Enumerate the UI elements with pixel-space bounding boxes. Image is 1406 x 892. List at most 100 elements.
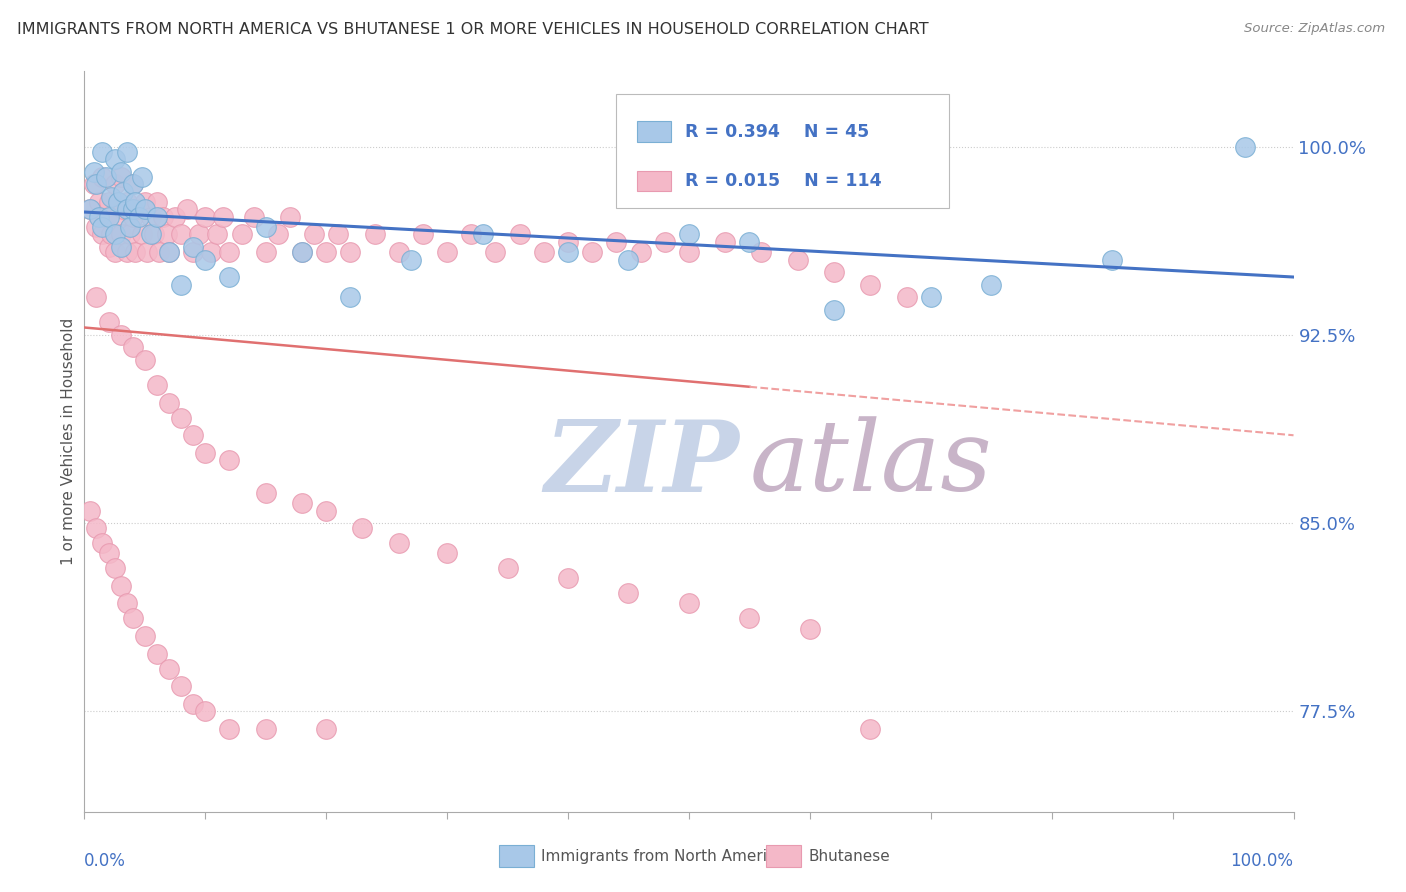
Text: R = 0.394    N = 45: R = 0.394 N = 45: [685, 122, 869, 141]
Point: [104, 561, 127, 575]
Point: [157, 662, 180, 676]
Point: [678, 245, 700, 260]
Point: [207, 227, 229, 242]
Point: [146, 194, 169, 209]
Point: [131, 169, 153, 184]
Point: [134, 353, 156, 368]
Point: [91, 219, 114, 234]
Point: [104, 178, 127, 192]
Point: [339, 290, 361, 304]
Point: [557, 571, 579, 585]
Point: [509, 227, 531, 242]
Point: [194, 252, 217, 267]
Point: [472, 227, 495, 242]
Point: [155, 227, 177, 242]
Point: [218, 453, 240, 467]
FancyBboxPatch shape: [637, 121, 671, 142]
Point: [823, 265, 845, 279]
Text: IMMIGRANTS FROM NORTH AMERICA VS BHUTANESE 1 OR MORE VEHICLES IN HOUSEHOLD CORRE: IMMIGRANTS FROM NORTH AMERICA VS BHUTANE…: [17, 22, 928, 37]
Point: [617, 586, 640, 600]
Point: [97, 194, 120, 209]
Point: [134, 629, 156, 643]
Point: [152, 210, 174, 224]
Point: [605, 235, 627, 249]
Point: [134, 202, 156, 217]
Point: [121, 202, 143, 217]
Point: [83, 165, 105, 179]
FancyBboxPatch shape: [616, 94, 949, 209]
Point: [176, 202, 198, 217]
Point: [139, 210, 162, 224]
Text: 0.0%: 0.0%: [84, 853, 127, 871]
Point: [120, 227, 142, 242]
Point: [100, 227, 122, 242]
Point: [97, 210, 120, 224]
Point: [86, 521, 108, 535]
Text: Source: ZipAtlas.com: Source: ZipAtlas.com: [1244, 22, 1385, 36]
Point: [124, 194, 146, 209]
Point: [896, 290, 918, 304]
Point: [363, 227, 385, 242]
Point: [112, 202, 135, 217]
Point: [436, 245, 458, 260]
Point: [83, 178, 105, 192]
Point: [278, 210, 301, 224]
Point: [170, 227, 193, 242]
Point: [388, 245, 411, 260]
Point: [181, 697, 204, 711]
Point: [136, 245, 159, 260]
Point: [110, 165, 132, 179]
Point: [254, 245, 277, 260]
Point: [91, 227, 114, 242]
Point: [107, 194, 129, 209]
Point: [165, 210, 187, 224]
Point: [86, 219, 108, 234]
Point: [121, 178, 143, 192]
Point: [581, 245, 603, 260]
Point: [678, 596, 700, 610]
Point: [115, 596, 138, 610]
Point: [157, 245, 180, 260]
Point: [139, 227, 162, 242]
Point: [115, 194, 138, 209]
Point: [104, 245, 127, 260]
Point: [302, 227, 325, 242]
Point: [94, 210, 117, 224]
Point: [91, 169, 114, 184]
Text: Bhutanese: Bhutanese: [808, 849, 890, 863]
Point: [291, 245, 314, 260]
Point: [170, 410, 193, 425]
Point: [181, 245, 204, 260]
Point: [134, 194, 156, 209]
Point: [460, 227, 482, 242]
Point: [399, 252, 422, 267]
Point: [254, 219, 277, 234]
Point: [146, 378, 169, 392]
Point: [121, 178, 143, 192]
Point: [94, 169, 117, 184]
FancyBboxPatch shape: [637, 170, 671, 192]
Point: [786, 252, 808, 267]
Point: [254, 486, 277, 500]
Point: [980, 277, 1002, 292]
Point: [617, 252, 640, 267]
Point: [218, 245, 240, 260]
Y-axis label: 1 or more Vehicles in Household: 1 or more Vehicles in Household: [60, 318, 76, 566]
Text: Immigrants from North America: Immigrants from North America: [541, 849, 785, 863]
Point: [194, 704, 217, 718]
Point: [738, 235, 761, 249]
Point: [859, 277, 882, 292]
Point: [86, 290, 108, 304]
Point: [170, 277, 193, 292]
Point: [79, 202, 101, 217]
Point: [128, 202, 150, 217]
Point: [157, 395, 180, 409]
Point: [87, 210, 110, 224]
Point: [112, 185, 135, 199]
Point: [218, 270, 240, 285]
Point: [100, 190, 122, 204]
Point: [181, 428, 204, 442]
Point: [115, 145, 138, 159]
Point: [143, 227, 166, 242]
Point: [97, 315, 120, 329]
